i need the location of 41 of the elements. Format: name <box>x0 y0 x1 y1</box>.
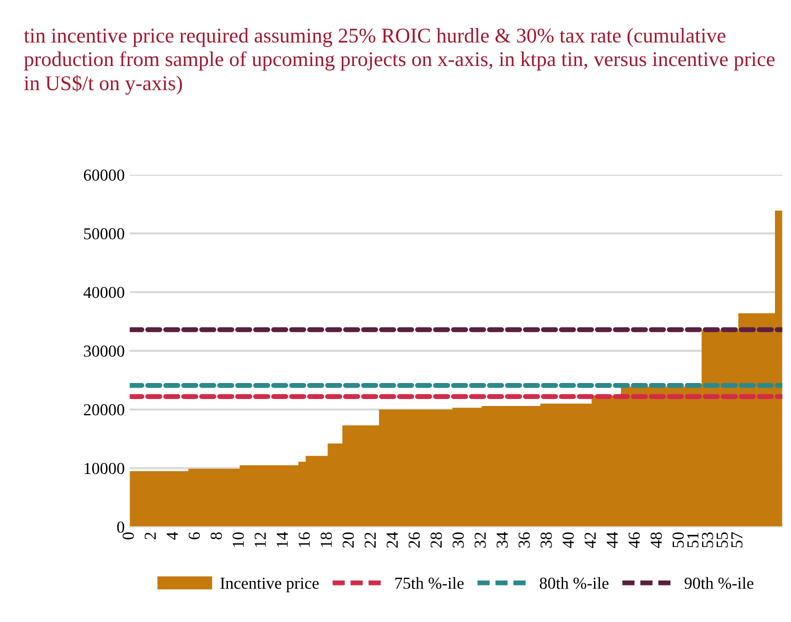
x-tick-label: 57 <box>731 532 742 548</box>
x-tick-label: 18 <box>320 532 332 547</box>
x-tick-label: 42 <box>584 532 596 548</box>
x-tick-label: 26 <box>408 532 420 548</box>
legend-label: 90th %-ile <box>684 577 754 589</box>
x-tick-label: 12 <box>254 532 266 547</box>
x-tick-label: 50 <box>672 532 684 548</box>
x-tick-label: 48 <box>650 532 662 548</box>
y-tick-label: 60000 <box>84 169 124 181</box>
x-tick-label: 28 <box>430 532 442 548</box>
chart-title: tin incentive price required assuming 25% ROIC hurdle & 30% tax rate (cumulative production from sample of upcoming projects on x-axis, in ktpa tin, versus incentive price in US$/t on y-axis) <box>24 28 775 95</box>
y-tick-label: 40000 <box>84 286 124 298</box>
y-tick-label: 50000 <box>84 228 124 240</box>
x-tick-label: 16 <box>298 532 310 547</box>
x-tick-label: 51 <box>687 532 698 548</box>
x-tick-label: 22 <box>364 532 376 548</box>
x-tick-label: 38 <box>540 532 552 548</box>
y-tick-label: 20000 <box>84 404 124 416</box>
legend-label: 75th %-ile <box>395 577 464 589</box>
legend-label: Incentive price <box>220 578 319 592</box>
x-tick-label: 34 <box>496 532 508 548</box>
x-tick-label: 10 <box>232 532 244 547</box>
x-tick-label: 53 <box>702 532 714 548</box>
x-tick-label: 44 <box>606 532 618 548</box>
x-tick-label: 46 <box>628 532 640 548</box>
x-tick-label: 8 <box>210 532 222 540</box>
x-tick-label: 20 <box>342 532 354 548</box>
x-tick-label: 55 <box>716 532 728 548</box>
legend-label: 80th %-ile <box>540 577 608 589</box>
x-tick-label: 36 <box>518 532 530 548</box>
x-tick-label: 32 <box>474 532 486 548</box>
y-tick-label: 10000 <box>84 462 124 474</box>
x-tick-label: 6 <box>188 532 200 540</box>
x-tick-label: 2 <box>144 532 156 540</box>
x-tick-label: 24 <box>386 532 398 548</box>
x-tick-label: 40 <box>562 532 574 548</box>
x-tick-label: 4 <box>166 532 178 540</box>
y-tick-label: 30000 <box>84 346 124 357</box>
x-tick-label: 14 <box>276 532 288 547</box>
x-tick-label: 0 <box>122 532 134 540</box>
x-tick-label: 30 <box>452 532 464 548</box>
